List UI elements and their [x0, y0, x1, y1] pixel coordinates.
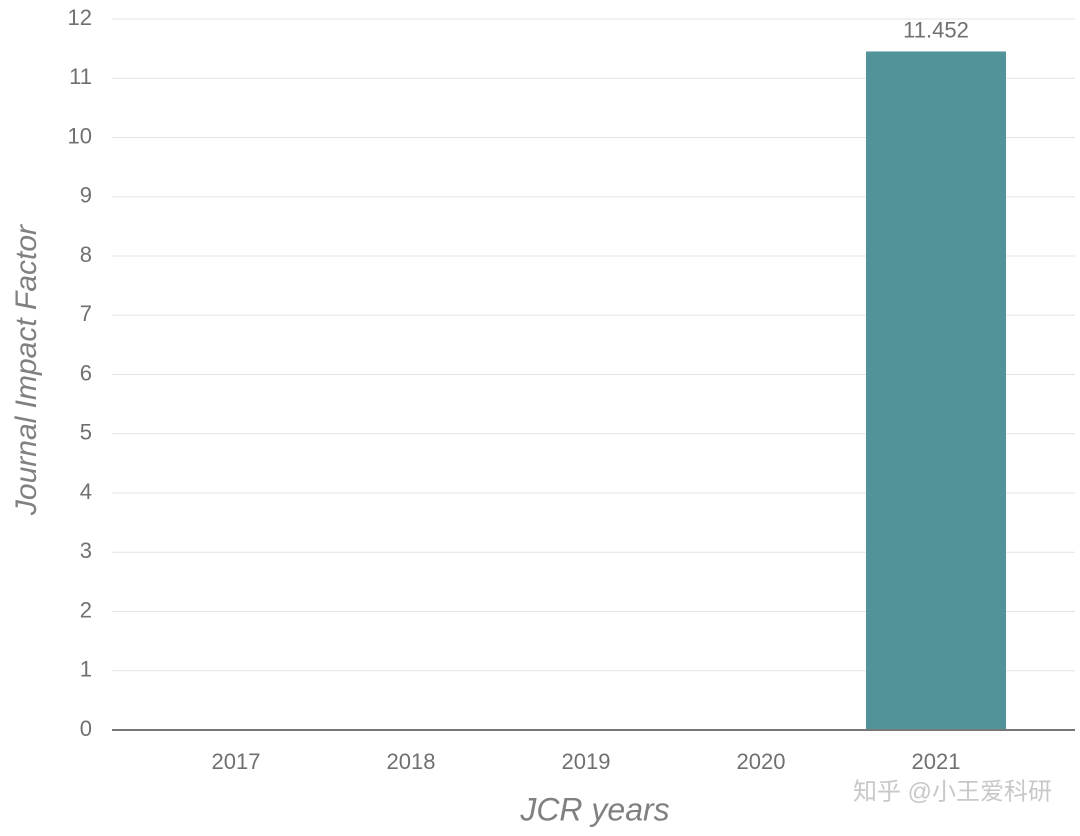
x-tick-label: 2019: [562, 749, 611, 774]
bar: [866, 51, 1006, 731]
data-label: 11.452: [903, 17, 969, 42]
y-tick-label: 1: [80, 657, 92, 682]
y-tick-label: 10: [68, 123, 92, 148]
watermark: 知乎 @小王爱科研: [853, 778, 1052, 805]
y-tick-label: 11: [69, 64, 92, 89]
y-tick-label: 12: [68, 5, 92, 30]
y-tick-label: 0: [80, 716, 92, 741]
x-axis-title: JCR years: [519, 791, 669, 827]
y-tick-label: 6: [80, 360, 92, 385]
y-tick-label: 9: [80, 183, 92, 208]
y-tick-label: 8: [80, 242, 92, 267]
y-tick-label: 5: [80, 420, 92, 445]
y-tick-label: 3: [80, 538, 92, 563]
x-tick-label: 2018: [387, 749, 436, 774]
x-tick-label: 2021: [912, 749, 961, 774]
y-axis-title: Journal Impact Factor: [10, 224, 43, 516]
x-tick-label: 2017: [212, 749, 261, 774]
y-tick-label: 4: [80, 479, 92, 504]
x-tick-label: 2020: [737, 749, 786, 774]
y-tick-label: 7: [80, 301, 92, 326]
y-tick-label: 2: [80, 597, 92, 622]
